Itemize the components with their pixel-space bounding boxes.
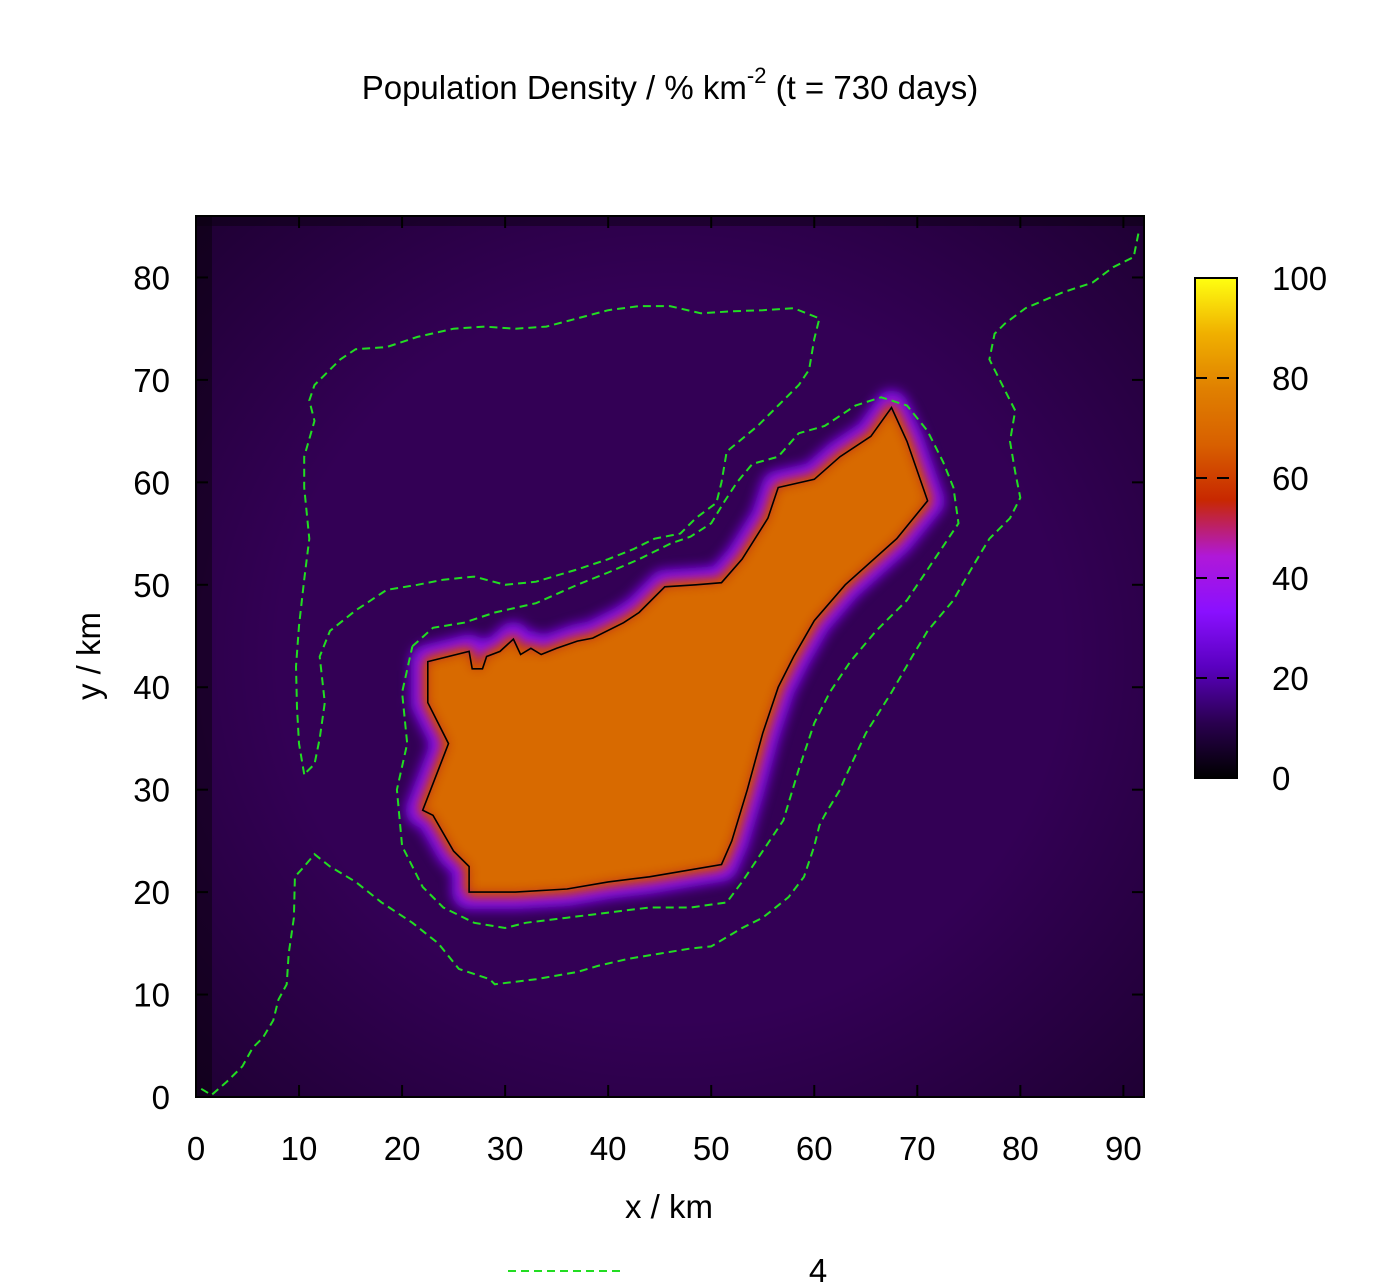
y-tick-label: 0 bbox=[152, 1079, 170, 1116]
chart-title-main: Population Density / % km bbox=[362, 69, 747, 106]
contour-lines bbox=[200, 231, 1140, 1097]
x-tick-label: 70 bbox=[899, 1130, 936, 1167]
colorbar-tick-label: 60 bbox=[1272, 460, 1309, 497]
y-tick-label: 30 bbox=[133, 772, 170, 809]
y-tick-label: 10 bbox=[133, 977, 170, 1014]
x-tick-label: 90 bbox=[1105, 1130, 1142, 1167]
plot-area bbox=[196, 216, 1144, 1097]
x-tick-label: 60 bbox=[796, 1130, 833, 1167]
x-axis: 0 10 20 30 40 50 60 70 80 90 bbox=[187, 216, 1142, 1167]
x-tick-label: 20 bbox=[384, 1130, 421, 1167]
dashed-contour-3 bbox=[395, 396, 960, 930]
y-tick-label: 80 bbox=[133, 259, 170, 296]
x-tick-label: 10 bbox=[281, 1130, 318, 1167]
legend-label: 4 bbox=[809, 1252, 827, 1284]
chart-title-superscript: -2 bbox=[747, 63, 767, 88]
y-axis-label: y / km bbox=[70, 612, 107, 700]
x-axis-label: x / km bbox=[625, 1188, 713, 1225]
y-tick-label: 40 bbox=[133, 669, 170, 706]
colorbar-tick-label: 20 bbox=[1272, 660, 1309, 697]
solid-contour bbox=[421, 406, 929, 893]
colorbar-axis: 0 20 40 60 80 100 bbox=[1195, 260, 1327, 797]
plot-frame bbox=[195, 215, 1145, 1098]
x-tick-label: 30 bbox=[487, 1130, 524, 1167]
x-tick-label: 40 bbox=[590, 1130, 627, 1167]
y-tick-label: 20 bbox=[133, 874, 170, 911]
y-tick-label: 60 bbox=[133, 464, 170, 501]
y-tick-label: 70 bbox=[133, 362, 170, 399]
chart-title: Population Density / % km-2 (t = 730 day… bbox=[362, 63, 979, 106]
colorbar-tick-label: 80 bbox=[1272, 360, 1309, 397]
colorbar-tick-label: 40 bbox=[1272, 560, 1309, 597]
colorbar-tick-label: 100 bbox=[1272, 260, 1327, 297]
y-tick-label: 50 bbox=[133, 567, 170, 604]
x-tick-label: 50 bbox=[693, 1130, 730, 1167]
x-tick-label: 80 bbox=[1002, 1130, 1039, 1167]
dashed-contour-1 bbox=[200, 231, 1140, 1097]
x-tick-label: 0 bbox=[187, 1130, 205, 1167]
y-axis: 0 10 20 30 40 50 60 70 80 bbox=[133, 259, 1144, 1116]
colorbar bbox=[1194, 277, 1238, 779]
colorbar-tick-label: 0 bbox=[1272, 760, 1290, 797]
chart-title-tail: (t = 730 days) bbox=[766, 69, 978, 106]
